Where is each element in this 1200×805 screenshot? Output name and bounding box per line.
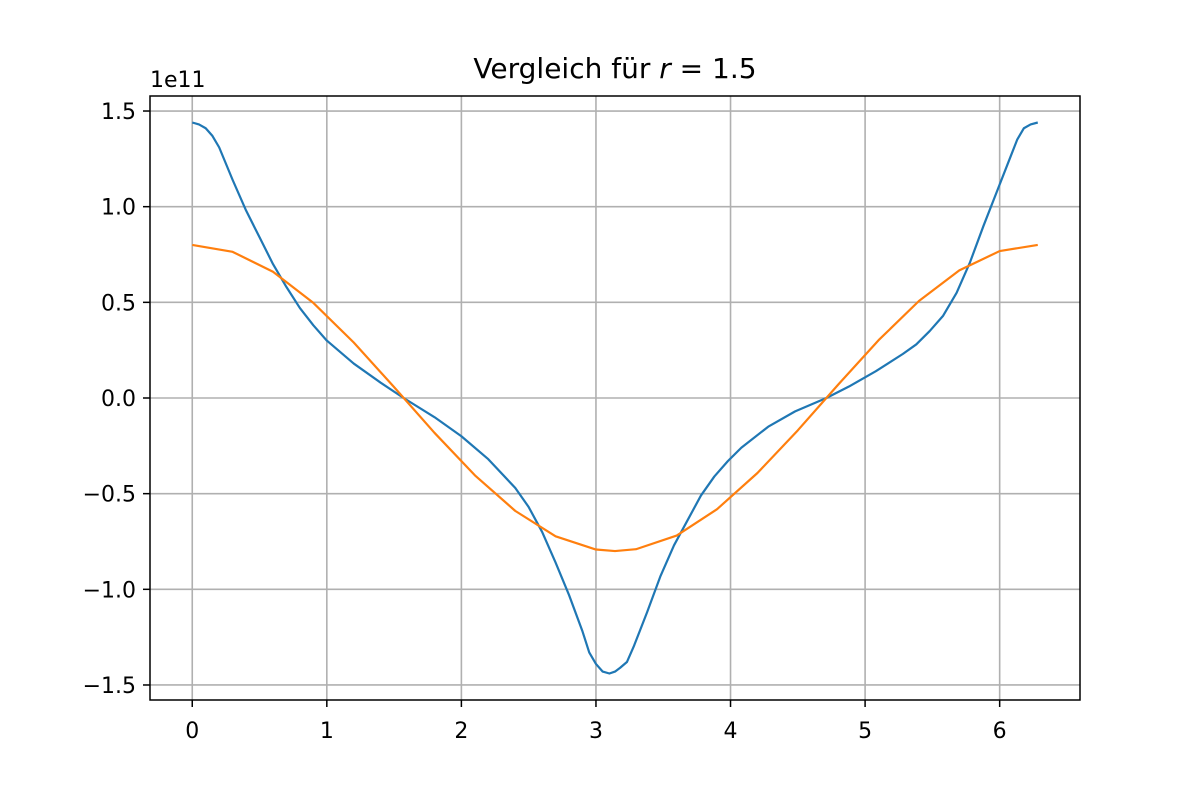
x-tick-label: 4 [724, 719, 738, 744]
chart-title: Vergleich für r = 1.5 [473, 52, 756, 85]
y-tick-label: −1.5 [83, 674, 136, 699]
x-tick-label: 5 [858, 719, 872, 744]
y-tick-label: 1.0 [101, 196, 136, 221]
x-tick-label: 2 [454, 719, 468, 744]
x-tick-label: 6 [993, 719, 1007, 744]
x-tick-label: 3 [589, 719, 603, 744]
y-tick-label: 0.5 [101, 291, 136, 316]
series-lines [191, 121, 1039, 675]
y-tick-label: 0.0 [101, 387, 136, 412]
axis-ticks: 0 1 2 3 4 5 6 −1.5 −1.0 −0.5 0.0 0.5 1.0 1.5 [83, 100, 1007, 744]
chart-title-suffix: = 1.5 [671, 52, 757, 85]
chart-title-prefix: Vergleich für [473, 52, 659, 85]
series-line-1 [191, 121, 1039, 675]
y-tick-label: 1.5 [101, 100, 136, 125]
y-tick-label: −1.0 [83, 578, 136, 603]
x-tick-label: 1 [320, 719, 334, 744]
series-line-2 [192, 243, 1038, 553]
y-axis-offset-label: 1e11 [150, 68, 206, 93]
x-tick-label: 0 [185, 719, 199, 744]
grid-lines [150, 96, 1080, 700]
y-tick-label: −0.5 [83, 483, 136, 508]
chart-title-variable: r [659, 52, 672, 85]
plot-frame [149, 95, 1081, 701]
